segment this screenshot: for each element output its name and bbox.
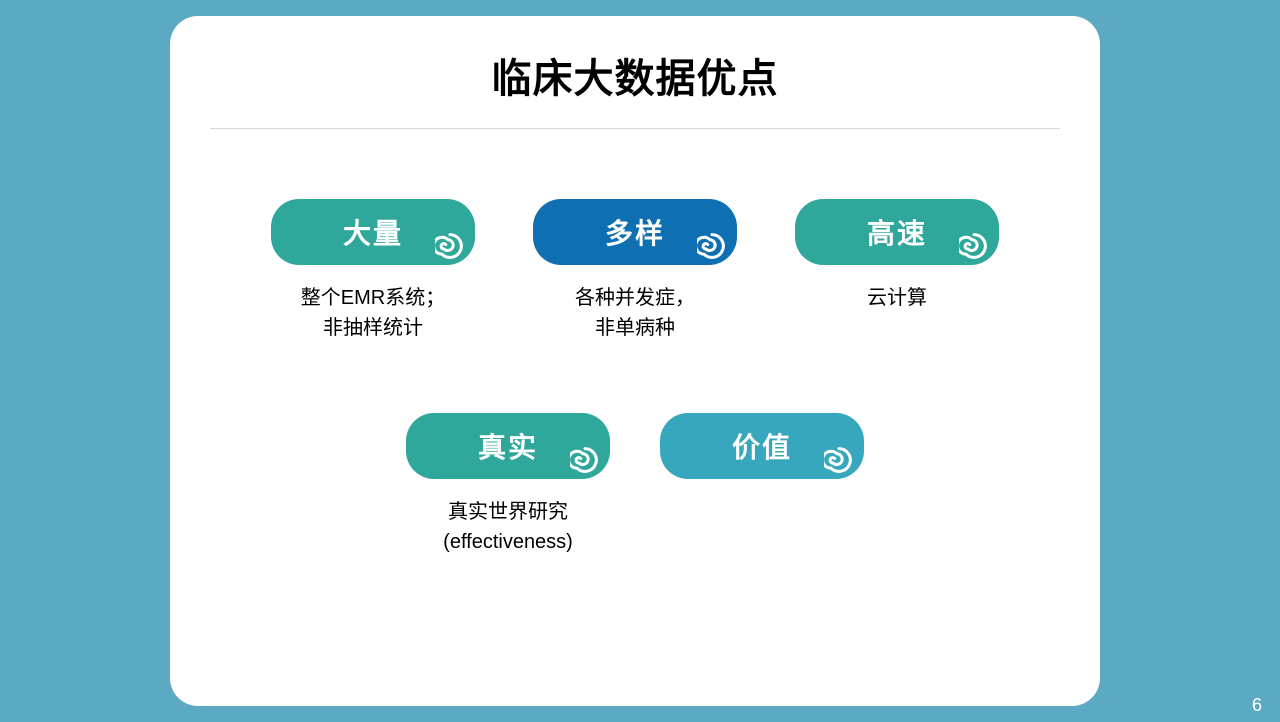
pill-block: 多样 各种并发症， 非单病种	[533, 199, 737, 343]
slide-card: 临床大数据优点 大量 整个EMR系统； 非抽样统计 多样 各种并发症， 非单病种…	[170, 16, 1100, 706]
pill-desc: 整个EMR系统； 非抽样统计	[301, 283, 445, 343]
pill-block: 大量 整个EMR系统； 非抽样统计	[271, 199, 475, 343]
spiral-icon	[435, 231, 465, 261]
spiral-icon	[824, 445, 854, 475]
pill-row-1: 大量 整个EMR系统； 非抽样统计 多样 各种并发症， 非单病种 高速 云计算	[170, 199, 1100, 343]
pill-block: 真实 真实世界研究 (effectiveness)	[406, 413, 610, 557]
pill-gaosu: 高速	[795, 199, 999, 265]
pill-label: 价值	[732, 426, 792, 466]
pill-daliang: 大量	[271, 199, 475, 265]
pill-block: 价值	[660, 413, 864, 557]
slide-title: 临床大数据优点	[170, 46, 1100, 104]
pill-label: 多样	[605, 212, 665, 252]
pill-desc: 各种并发症， 非单病种	[575, 283, 695, 343]
pill-label: 大量	[343, 212, 403, 252]
pill-zhenshi: 真实	[406, 413, 610, 479]
page-number: 6	[1252, 695, 1262, 716]
pill-duoyang: 多样	[533, 199, 737, 265]
pill-desc: 云计算	[867, 283, 927, 313]
pill-label: 真实	[478, 426, 538, 466]
pill-block: 高速 云计算	[795, 199, 999, 343]
title-divider	[210, 128, 1060, 129]
pill-jiazhi: 价值	[660, 413, 864, 479]
pill-label: 高速	[867, 212, 927, 252]
pill-row-2: 真实 真实世界研究 (effectiveness) 价值	[170, 413, 1100, 557]
pill-desc: 真实世界研究 (effectiveness)	[443, 497, 573, 557]
spiral-icon	[959, 231, 989, 261]
spiral-icon	[570, 445, 600, 475]
spiral-icon	[697, 231, 727, 261]
